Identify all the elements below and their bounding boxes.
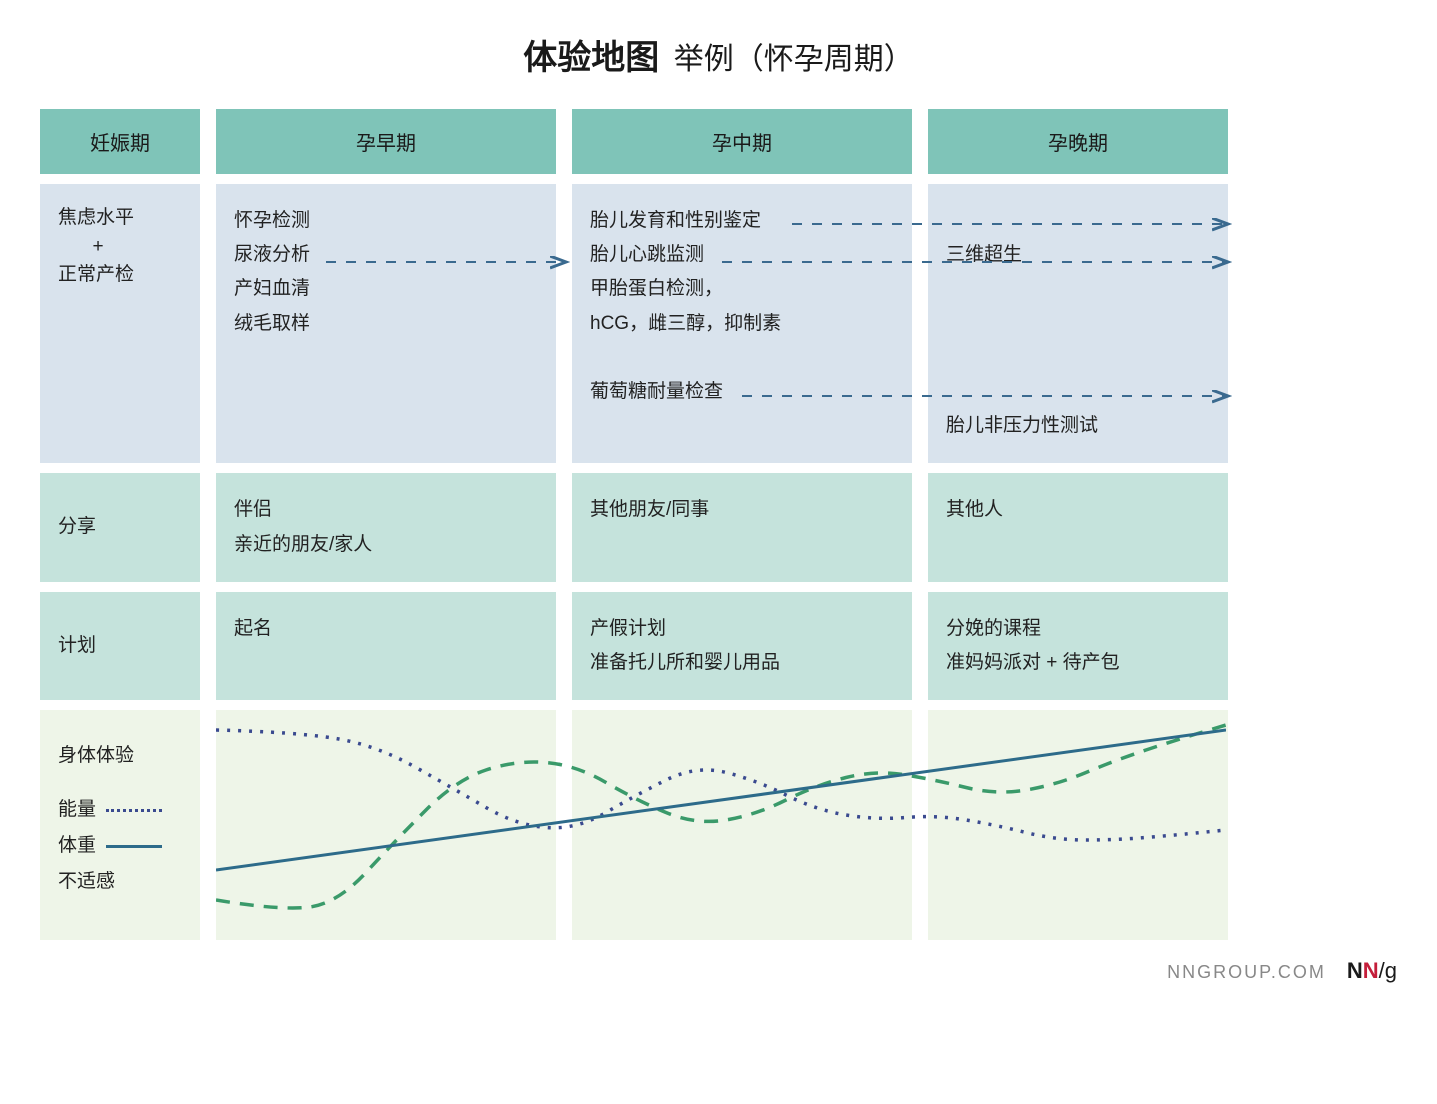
tests-label-3: 正常产检 [58, 261, 188, 290]
legend-weight-label: 体重 [58, 828, 96, 864]
share-phase2: 其他朋友/同事 [572, 473, 912, 581]
cell-line: 甲胎蛋白检测， [590, 272, 894, 306]
body-label-cell: 身体体验 能量 体重 不适感 [40, 710, 200, 940]
title: 体验地图 举例（怀孕周期） [40, 30, 1397, 79]
logo-n2: N [1363, 958, 1379, 983]
share-phase1: 伴侣亲近的朋友/家人 [216, 473, 556, 581]
cell-line: hCG，雌三醇，抑制素 [590, 307, 894, 341]
tests-phase2: 胎儿发育和性别鉴定胎儿心跳监测甲胎蛋白检测，hCG，雌三醇，抑制素 葡萄糖耐量检… [572, 184, 912, 463]
plan-row-label: 计划 [40, 592, 200, 700]
logo-g: g [1385, 958, 1397, 983]
cell-line: 胎儿心跳监测 [590, 238, 894, 272]
cell-line: 绒毛取样 [234, 307, 538, 341]
share-row-label: 分享 [40, 473, 200, 581]
body-label: 身体体验 [58, 738, 162, 774]
cell-line: 三维超生 [946, 238, 1210, 272]
legend-discomfort: 不适感 [58, 864, 162, 900]
cell-line: 葡萄糖耐量检查 [590, 375, 894, 409]
cell-line [946, 272, 1210, 306]
cell-line: 准备托儿所和婴儿用品 [590, 646, 894, 680]
cell-line: 产假计划 [590, 612, 894, 646]
legend-energy-label: 能量 [58, 792, 96, 828]
body-legend: 身体体验 能量 体重 不适感 [58, 738, 162, 900]
share-label: 分享 [58, 513, 188, 542]
legend-energy-line [106, 809, 162, 812]
tests-label-1: 焦虑水平 [58, 204, 188, 233]
col-header-label: 妊娠期 [40, 109, 200, 174]
experience-map-grid: 妊娠期 孕早期 孕中期 孕晚期 焦虑水平 + 正常产检 怀孕检测尿液分析产妇血清… [40, 109, 1397, 700]
cell-line: 其他人 [946, 493, 1210, 527]
cell-line [946, 341, 1210, 375]
cell-line: 胎儿非压力性测试 [946, 409, 1210, 443]
cell-line [590, 341, 894, 375]
title-main: 体验地图 [523, 39, 659, 77]
title-sub: 举例（怀孕周期） [674, 43, 914, 76]
plan-phase3: 分娩的课程准妈妈派对 + 待产包 [928, 592, 1228, 700]
cell-line: 亲近的朋友/家人 [234, 528, 538, 562]
body-phase2 [572, 710, 912, 940]
body-row: 身体体验 能量 体重 不适感 [40, 710, 1397, 940]
plan-label: 计划 [58, 632, 188, 661]
cell-line: 其他朋友/同事 [590, 493, 894, 527]
cell-line: 准妈妈派对 + 待产包 [946, 646, 1210, 680]
cell-line: 分娩的课程 [946, 612, 1210, 646]
cell-line: 胎儿发育和性别鉴定 [590, 204, 894, 238]
cell-line: 产妇血清 [234, 272, 538, 306]
cell-line: 尿液分析 [234, 238, 538, 272]
plan-phase1: 起名 [216, 592, 556, 700]
plan-phase2: 产假计划准备托儿所和婴儿用品 [572, 592, 912, 700]
footer: NNGROUP.COM NN/g [40, 958, 1397, 984]
col-header-phase2: 孕中期 [572, 109, 912, 174]
cell-line [946, 375, 1210, 409]
tests-label-2: + [58, 233, 138, 262]
tests-row-label: 焦虑水平 + 正常产检 [40, 184, 200, 463]
legend-weight-line [106, 845, 162, 848]
col-header-phase3: 孕晚期 [928, 109, 1228, 174]
cell-line [946, 307, 1210, 341]
footer-logo: NN/g [1347, 958, 1397, 983]
legend-energy: 能量 [58, 792, 162, 828]
body-phase1 [216, 710, 556, 940]
cell-line [946, 204, 1210, 238]
cell-line: 伴侣 [234, 493, 538, 527]
legend-discomfort-label: 不适感 [58, 864, 115, 900]
tests-phase1: 怀孕检测尿液分析产妇血清绒毛取样 [216, 184, 556, 463]
col-header-phase1: 孕早期 [216, 109, 556, 174]
legend-weight: 体重 [58, 828, 162, 864]
tests-phase3: 三维超生 胎儿非压力性测试 [928, 184, 1228, 463]
logo-n1: N [1347, 958, 1363, 983]
cell-line: 怀孕检测 [234, 204, 538, 238]
share-phase3: 其他人 [928, 473, 1228, 581]
body-phase3 [928, 710, 1228, 940]
footer-url: NNGROUP.COM [1167, 962, 1326, 982]
cell-line: 起名 [234, 612, 538, 646]
